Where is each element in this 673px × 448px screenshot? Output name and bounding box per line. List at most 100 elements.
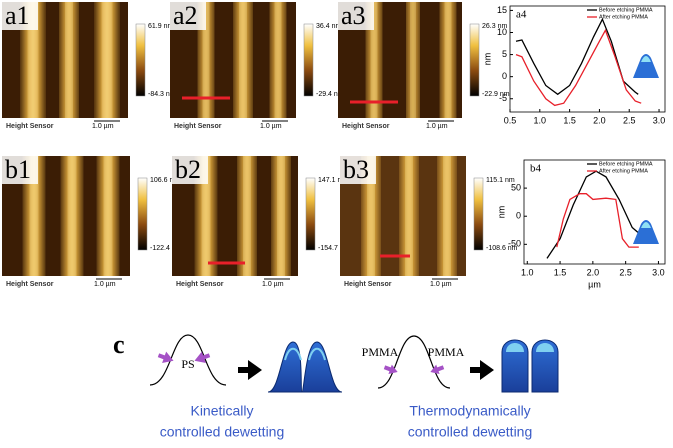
plot-frame — [509, 5, 666, 113]
y-tick-label: 10 — [497, 27, 507, 37]
afm-stripe-core — [275, 2, 281, 118]
x-tick-label: 1.0 — [534, 115, 547, 125]
panel-label: a2 — [173, 1, 198, 30]
y-tick-label: -50 — [508, 239, 521, 249]
afm-panel: b2 Height Sensor 1.0 µm 147.1 nm -154.7 nm — [172, 155, 350, 288]
caption: controlled dewetting — [408, 424, 533, 440]
sensor-label: Height Sensor — [174, 123, 222, 130]
x-tick-label: 1.0 — [521, 267, 534, 277]
pmma-label: PMMA — [428, 345, 465, 359]
afm-stripe-core — [371, 2, 377, 118]
sensor-label: Height Sensor — [6, 281, 54, 288]
afm-panel: b3 Height Sensor 1.0 µm 115.1 nm -108.6 nm — [340, 155, 518, 288]
afm-stripe-core — [103, 2, 111, 118]
colorbar-min: -108.6 nm — [486, 245, 518, 252]
arrow — [470, 360, 494, 380]
inset-3d — [633, 54, 659, 78]
x-tick-label: 2.5 — [623, 115, 636, 125]
scale-label: 1.0 µm — [92, 123, 114, 130]
afm-stripe-core — [30, 156, 38, 276]
y-tick-label: 5 — [502, 49, 507, 59]
series-line — [515, 28, 642, 107]
colorbar — [137, 177, 148, 251]
panel-label: c — [113, 330, 125, 359]
afm-stripe-core — [29, 2, 37, 118]
inset-cap — [641, 222, 651, 228]
x-axis-label: µm — [588, 279, 601, 289]
y-tick-label: 15 — [497, 5, 507, 15]
colorbar-max: 26.3 nm — [482, 23, 507, 30]
scale-label: 1.0 µm — [430, 281, 452, 288]
y-tick-label: -5 — [499, 93, 507, 103]
afm-panel: a1 Height Sensor 1.0 µm 61.9 nm -84.3 nm — [2, 1, 176, 130]
scale-label: 1.0 µm — [426, 123, 448, 130]
colorbar-max: 36.4 nm — [316, 23, 341, 30]
scale-label: 1.0 µm — [262, 281, 284, 288]
afm-stripe-core — [68, 156, 76, 276]
label-box — [2, 156, 38, 184]
sensor-label: Height Sensor — [6, 123, 54, 130]
afm-stripe-core — [368, 156, 374, 276]
sensor-label: Height Sensor — [344, 281, 392, 288]
arrow — [430, 364, 445, 375]
panel-label: b3 — [343, 155, 369, 184]
x-tick-label: 2.0 — [593, 115, 606, 125]
y-axis-label: nm — [496, 206, 506, 219]
highlight — [308, 347, 326, 361]
inset-3d — [633, 220, 659, 244]
series-line — [556, 193, 639, 248]
legend-entry: After etching PMMA — [599, 14, 648, 20]
inset-cap — [641, 56, 651, 62]
x-tick-label: 3.0 — [653, 115, 666, 125]
legend-entry: Before etching PMMA — [599, 7, 653, 13]
caption: Thermodynamically — [409, 403, 530, 419]
panel-label: a3 — [341, 1, 366, 30]
y-tick-label: 0 — [516, 211, 521, 221]
x-tick-label: 3.0 — [652, 267, 665, 277]
ps-label: PS — [181, 357, 194, 371]
colorbar-max: 147.1 nm — [318, 177, 347, 184]
afm-stripe-core — [444, 156, 450, 276]
colorbar — [305, 177, 316, 251]
line-chart: 0.5 1.0 1.5 2.0 2.5 3.0 -5 0 5 10 15 nm a4 Before etc… — [482, 5, 666, 125]
arrow — [157, 351, 174, 363]
afm-stripe-core — [278, 156, 284, 276]
y-tick-label: 0 — [502, 71, 507, 81]
x-tick-label: 2.5 — [619, 267, 632, 277]
panel-label: b2 — [175, 155, 201, 184]
pmma-cap — [506, 343, 554, 352]
afm-stripe-core — [202, 156, 210, 276]
dewetted-peaks — [267, 341, 343, 393]
arrow — [238, 360, 262, 380]
colorbar-max: 115.1 nm — [486, 177, 515, 184]
colorbar-max: 61.9 nm — [148, 23, 173, 30]
afm-image — [338, 2, 462, 118]
x-tick-label: 1.5 — [554, 267, 567, 277]
label-box — [172, 156, 208, 184]
x-tick-label: 1.5 — [563, 115, 576, 125]
colorbar — [473, 177, 484, 251]
plot-frame — [523, 159, 666, 265]
label-box — [340, 156, 376, 184]
arrow — [383, 364, 398, 375]
arrow — [194, 351, 211, 363]
panel-label: a1 — [5, 1, 30, 30]
sensor-label: Height Sensor — [342, 123, 390, 130]
line-chart: 1.0 1.5 2.0 2.5 3.0 -50 0 50 nm µm b4 Before etchin… — [496, 159, 666, 289]
sensor-label: Height Sensor — [176, 281, 224, 288]
bell-curve — [149, 334, 227, 386]
colorbar — [469, 23, 480, 97]
label-box — [338, 2, 374, 30]
afm-image — [2, 2, 128, 118]
colorbar-min: -122.4 nm — [150, 245, 182, 252]
bell-curve — [377, 335, 451, 389]
caption: Kinetically — [190, 403, 253, 419]
label-box — [2, 2, 38, 30]
afm-panel: b1 Height Sensor 1.0 µm 106.6 nm -122.4 nm — [2, 155, 182, 288]
colorbar-min: -22.9 nm — [482, 91, 510, 98]
afm-stripe-core — [66, 2, 72, 118]
schematic: c PS Kinetically controlled dewetting PM… — [113, 330, 559, 440]
afm-stripe-core — [203, 2, 209, 118]
afm-stripe-core — [406, 156, 412, 276]
caption: controlled dewetting — [160, 424, 285, 440]
